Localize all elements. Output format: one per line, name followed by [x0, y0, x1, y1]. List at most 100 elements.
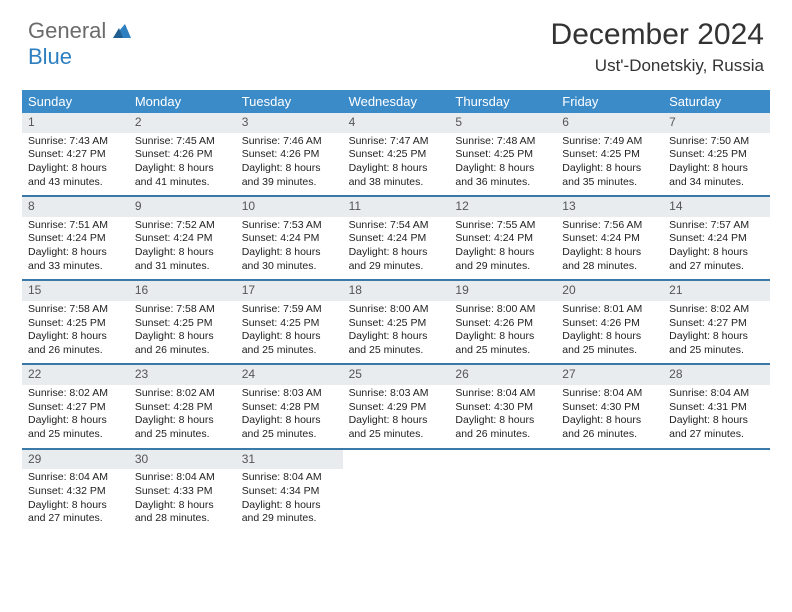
- day-body: Sunrise: 7:55 AMSunset: 4:24 PMDaylight:…: [449, 219, 556, 274]
- sunset-line: Sunset: 4:24 PM: [669, 232, 764, 246]
- day-cell: 10Sunrise: 7:53 AMSunset: 4:24 PMDayligh…: [236, 197, 343, 279]
- day-number: 14: [663, 197, 770, 217]
- day-cell: 13Sunrise: 7:56 AMSunset: 4:24 PMDayligh…: [556, 197, 663, 279]
- day-body: Sunrise: 8:04 AMSunset: 4:30 PMDaylight:…: [556, 387, 663, 442]
- day-body: Sunrise: 8:04 AMSunset: 4:30 PMDaylight:…: [449, 387, 556, 442]
- daylight-line: Daylight: 8 hours and 25 minutes.: [28, 414, 123, 441]
- daylight-line: Daylight: 8 hours and 28 minutes.: [562, 246, 657, 273]
- day-number: 28: [663, 365, 770, 385]
- weekday-header: Saturday: [663, 90, 770, 113]
- day-number: 7: [663, 113, 770, 133]
- day-cell: 4Sunrise: 7:47 AMSunset: 4:25 PMDaylight…: [343, 113, 450, 195]
- sunset-line: Sunset: 4:34 PM: [242, 485, 337, 499]
- day-cell: 27Sunrise: 8:04 AMSunset: 4:30 PMDayligh…: [556, 365, 663, 447]
- day-cell: [343, 450, 450, 532]
- day-number: 8: [22, 197, 129, 217]
- day-number: 13: [556, 197, 663, 217]
- daylight-line: Daylight: 8 hours and 27 minutes.: [669, 246, 764, 273]
- daylight-line: Daylight: 8 hours and 25 minutes.: [349, 330, 444, 357]
- day-body: Sunrise: 7:48 AMSunset: 4:25 PMDaylight:…: [449, 135, 556, 190]
- day-body: Sunrise: 7:59 AMSunset: 4:25 PMDaylight:…: [236, 303, 343, 358]
- sunset-line: Sunset: 4:28 PM: [242, 401, 337, 415]
- sunset-line: Sunset: 4:24 PM: [28, 232, 123, 246]
- sunset-line: Sunset: 4:26 PM: [455, 317, 550, 331]
- day-cell: 20Sunrise: 8:01 AMSunset: 4:26 PMDayligh…: [556, 281, 663, 363]
- day-body: Sunrise: 7:45 AMSunset: 4:26 PMDaylight:…: [129, 135, 236, 190]
- sunrise-line: Sunrise: 7:43 AM: [28, 135, 123, 149]
- sunset-line: Sunset: 4:26 PM: [562, 317, 657, 331]
- day-body: Sunrise: 7:58 AMSunset: 4:25 PMDaylight:…: [129, 303, 236, 358]
- sunset-line: Sunset: 4:24 PM: [562, 232, 657, 246]
- day-body: Sunrise: 8:04 AMSunset: 4:33 PMDaylight:…: [129, 471, 236, 526]
- day-number: 20: [556, 281, 663, 301]
- daylight-line: Daylight: 8 hours and 29 minutes.: [349, 246, 444, 273]
- sunrise-line: Sunrise: 8:04 AM: [669, 387, 764, 401]
- sunset-line: Sunset: 4:24 PM: [135, 232, 230, 246]
- sunrise-line: Sunrise: 8:02 AM: [669, 303, 764, 317]
- day-body: Sunrise: 7:47 AMSunset: 4:25 PMDaylight:…: [343, 135, 450, 190]
- sunset-line: Sunset: 4:25 PM: [349, 317, 444, 331]
- weekday-header: Thursday: [449, 90, 556, 113]
- title-block: December 2024 Ust'-Donetskiy, Russia: [551, 18, 764, 76]
- sunrise-line: Sunrise: 7:49 AM: [562, 135, 657, 149]
- sunset-line: Sunset: 4:26 PM: [135, 148, 230, 162]
- day-cell: 26Sunrise: 8:04 AMSunset: 4:30 PMDayligh…: [449, 365, 556, 447]
- daylight-line: Daylight: 8 hours and 25 minutes.: [562, 330, 657, 357]
- day-body: Sunrise: 7:43 AMSunset: 4:27 PMDaylight:…: [22, 135, 129, 190]
- daylight-line: Daylight: 8 hours and 25 minutes.: [242, 330, 337, 357]
- day-number: 29: [22, 450, 129, 470]
- day-number: 11: [343, 197, 450, 217]
- day-number: 22: [22, 365, 129, 385]
- day-cell: 14Sunrise: 7:57 AMSunset: 4:24 PMDayligh…: [663, 197, 770, 279]
- sunset-line: Sunset: 4:28 PM: [135, 401, 230, 415]
- day-body: Sunrise: 7:58 AMSunset: 4:25 PMDaylight:…: [22, 303, 129, 358]
- logo-sail-icon: [113, 22, 133, 43]
- day-cell: 16Sunrise: 7:58 AMSunset: 4:25 PMDayligh…: [129, 281, 236, 363]
- day-body: Sunrise: 7:49 AMSunset: 4:25 PMDaylight:…: [556, 135, 663, 190]
- day-body: Sunrise: 7:51 AMSunset: 4:24 PMDaylight:…: [22, 219, 129, 274]
- day-cell: 2Sunrise: 7:45 AMSunset: 4:26 PMDaylight…: [129, 113, 236, 195]
- day-body: Sunrise: 7:56 AMSunset: 4:24 PMDaylight:…: [556, 219, 663, 274]
- day-cell: [663, 450, 770, 532]
- month-title: December 2024: [551, 18, 764, 52]
- day-number: 16: [129, 281, 236, 301]
- logo-text-wrap: General Blue: [28, 18, 133, 70]
- daylight-line: Daylight: 8 hours and 25 minutes.: [135, 414, 230, 441]
- day-body: Sunrise: 8:04 AMSunset: 4:31 PMDaylight:…: [663, 387, 770, 442]
- daylight-line: Daylight: 8 hours and 33 minutes.: [28, 246, 123, 273]
- day-cell: 17Sunrise: 7:59 AMSunset: 4:25 PMDayligh…: [236, 281, 343, 363]
- day-number: 25: [343, 365, 450, 385]
- weekday-header: Monday: [129, 90, 236, 113]
- day-number: 3: [236, 113, 343, 133]
- sunrise-line: Sunrise: 8:01 AM: [562, 303, 657, 317]
- day-cell: [556, 450, 663, 532]
- sunrise-line: Sunrise: 7:48 AM: [455, 135, 550, 149]
- day-cell: [449, 450, 556, 532]
- day-cell: 19Sunrise: 8:00 AMSunset: 4:26 PMDayligh…: [449, 281, 556, 363]
- daylight-line: Daylight: 8 hours and 36 minutes.: [455, 162, 550, 189]
- daylight-line: Daylight: 8 hours and 29 minutes.: [242, 499, 337, 526]
- week-row: 29Sunrise: 8:04 AMSunset: 4:32 PMDayligh…: [22, 450, 770, 532]
- sunset-line: Sunset: 4:27 PM: [28, 401, 123, 415]
- daylight-line: Daylight: 8 hours and 34 minutes.: [669, 162, 764, 189]
- sunrise-line: Sunrise: 8:02 AM: [28, 387, 123, 401]
- sunset-line: Sunset: 4:27 PM: [669, 317, 764, 331]
- day-body: Sunrise: 8:01 AMSunset: 4:26 PMDaylight:…: [556, 303, 663, 358]
- daylight-line: Daylight: 8 hours and 43 minutes.: [28, 162, 123, 189]
- sunset-line: Sunset: 4:24 PM: [242, 232, 337, 246]
- sunrise-line: Sunrise: 8:04 AM: [562, 387, 657, 401]
- sunset-line: Sunset: 4:24 PM: [349, 232, 444, 246]
- day-cell: 29Sunrise: 8:04 AMSunset: 4:32 PMDayligh…: [22, 450, 129, 532]
- sunrise-line: Sunrise: 8:02 AM: [135, 387, 230, 401]
- sunset-line: Sunset: 4:27 PM: [28, 148, 123, 162]
- day-cell: 11Sunrise: 7:54 AMSunset: 4:24 PMDayligh…: [343, 197, 450, 279]
- sunrise-line: Sunrise: 7:55 AM: [455, 219, 550, 233]
- day-cell: 7Sunrise: 7:50 AMSunset: 4:25 PMDaylight…: [663, 113, 770, 195]
- day-number: 17: [236, 281, 343, 301]
- day-number: 27: [556, 365, 663, 385]
- daylight-line: Daylight: 8 hours and 25 minutes.: [349, 414, 444, 441]
- daylight-line: Daylight: 8 hours and 41 minutes.: [135, 162, 230, 189]
- sunset-line: Sunset: 4:26 PM: [242, 148, 337, 162]
- day-cell: 3Sunrise: 7:46 AMSunset: 4:26 PMDaylight…: [236, 113, 343, 195]
- day-cell: 5Sunrise: 7:48 AMSunset: 4:25 PMDaylight…: [449, 113, 556, 195]
